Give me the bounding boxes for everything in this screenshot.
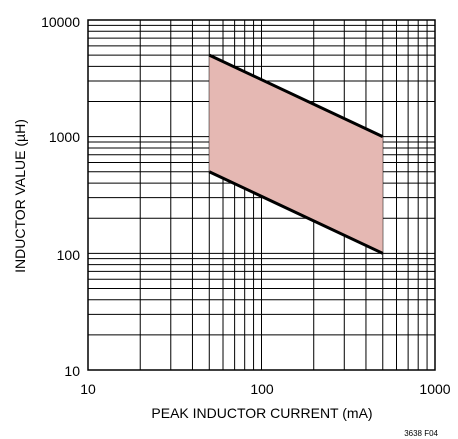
y-tick-label-1000: 1000	[49, 129, 80, 145]
series-line-upper-limit	[208, 53, 384, 139]
series-line-lower-limit	[208, 170, 384, 255]
x-axis-label: PEAK INDUCTOR CURRENT (mA)	[151, 405, 372, 421]
figure-id: 3638 F04	[404, 429, 438, 438]
x-tick-label-10: 10	[80, 381, 96, 397]
plot-frame	[87, 19, 436, 371]
inductor-range-band	[209, 55, 383, 254]
y-tick-label-10000: 10000	[41, 14, 80, 30]
x-tick-label-1000: 1000	[419, 381, 450, 397]
x-tick-label-100: 100	[250, 381, 274, 397]
y-axis-label: INDUCTOR VALUE (µH)	[12, 119, 28, 273]
y-tick-label-100: 100	[57, 247, 81, 263]
y-tick-label-10: 10	[64, 363, 80, 379]
